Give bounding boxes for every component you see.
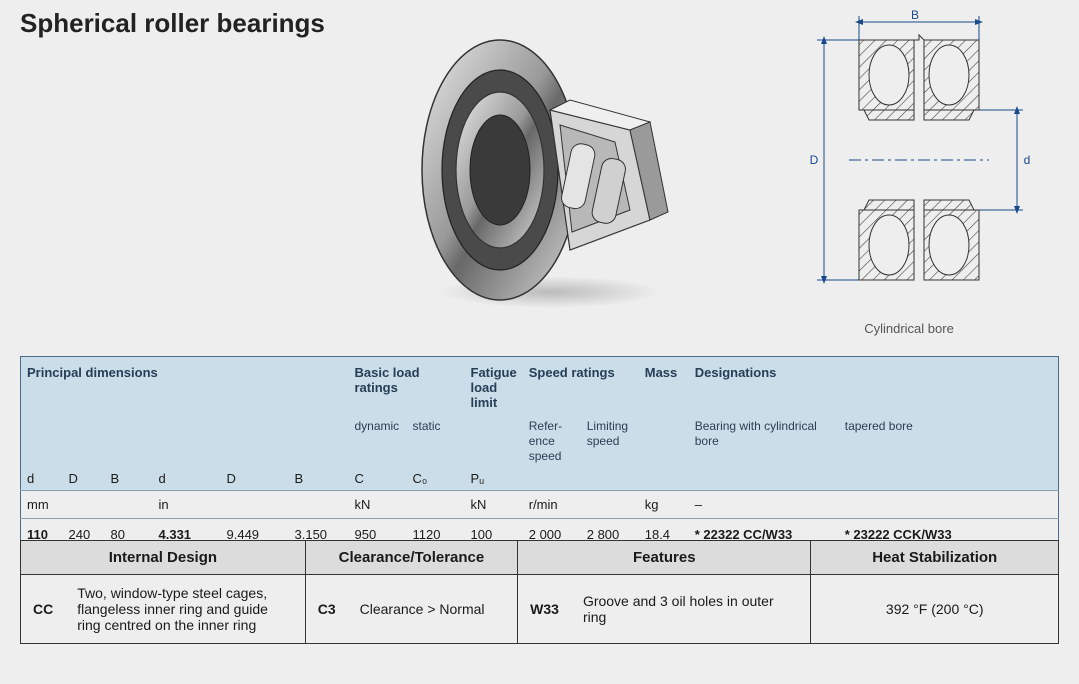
unit-mm: mm [21, 491, 153, 519]
bearing-3d-render [410, 30, 670, 310]
clearance-code: C3 [305, 575, 347, 644]
col-group-principal: Principal dimensions [27, 365, 158, 380]
hdr-features: Features [518, 541, 811, 575]
sub-dynamic: dynamic [355, 419, 400, 433]
page-title: Spherical roller bearings [20, 8, 325, 39]
internal-text: Two, window-type steel cages, flangeless… [65, 575, 305, 644]
col-D-mm: D [63, 467, 105, 491]
unit-kn2: kN [465, 491, 523, 519]
hdr-clearance: Clearance/Tolerance [305, 541, 517, 575]
unit-in: in [153, 491, 349, 519]
unit-rmin: r/min [523, 491, 639, 519]
clearance-text: Clearance > Normal [348, 575, 518, 644]
col-C: C [349, 467, 407, 491]
unit-dash: – [689, 491, 1059, 519]
col-C0: C₀ [407, 467, 465, 491]
svg-text:B: B [911, 10, 919, 22]
features-code: W33 [518, 575, 571, 644]
sub-reference: Refer-ence speed [529, 419, 562, 463]
features-text: Groove and 3 oil holes in outer ring [571, 575, 811, 644]
col-group-speed: Speed ratings [529, 365, 615, 380]
heat-value: 392 °F (200 °C) [811, 575, 1059, 644]
detail-table: Internal Design Clearance/Tolerance Feat… [20, 540, 1059, 644]
sub-tapered: tapered bore [845, 419, 913, 433]
svg-text:d: d [1024, 153, 1031, 167]
hdr-internal: Internal Design [21, 541, 306, 575]
col-B-mm: B [105, 467, 153, 491]
sub-limiting: Limiting speed [587, 419, 628, 448]
col-group-mass: Mass [645, 365, 678, 380]
col-group-fatigue: Fatigue load limit [471, 365, 517, 410]
col-B-in: B [289, 467, 349, 491]
dimension-drawing: B D d Cylindrical bore [769, 10, 1049, 336]
hdr-heat: Heat Stabilization [811, 541, 1059, 575]
col-Pu: Pᵤ [465, 467, 523, 491]
spec-table: Principal dimensions Basic load ratings … [20, 356, 1059, 551]
drawing-caption: Cylindrical bore [769, 321, 1049, 336]
col-group-designations: Designations [695, 365, 777, 380]
unit-kn1: kN [349, 491, 465, 519]
col-d-mm: d [21, 467, 63, 491]
sub-cyl-bore: Bearing with cylindrical bore [695, 419, 817, 448]
internal-code: CC [21, 575, 66, 644]
svg-text:D: D [810, 153, 819, 167]
unit-kg: kg [639, 491, 689, 519]
col-d-in: d [153, 467, 221, 491]
col-D-in: D [221, 467, 289, 491]
col-group-basicload: Basic load ratings [355, 365, 420, 395]
sub-static: static [413, 419, 441, 433]
